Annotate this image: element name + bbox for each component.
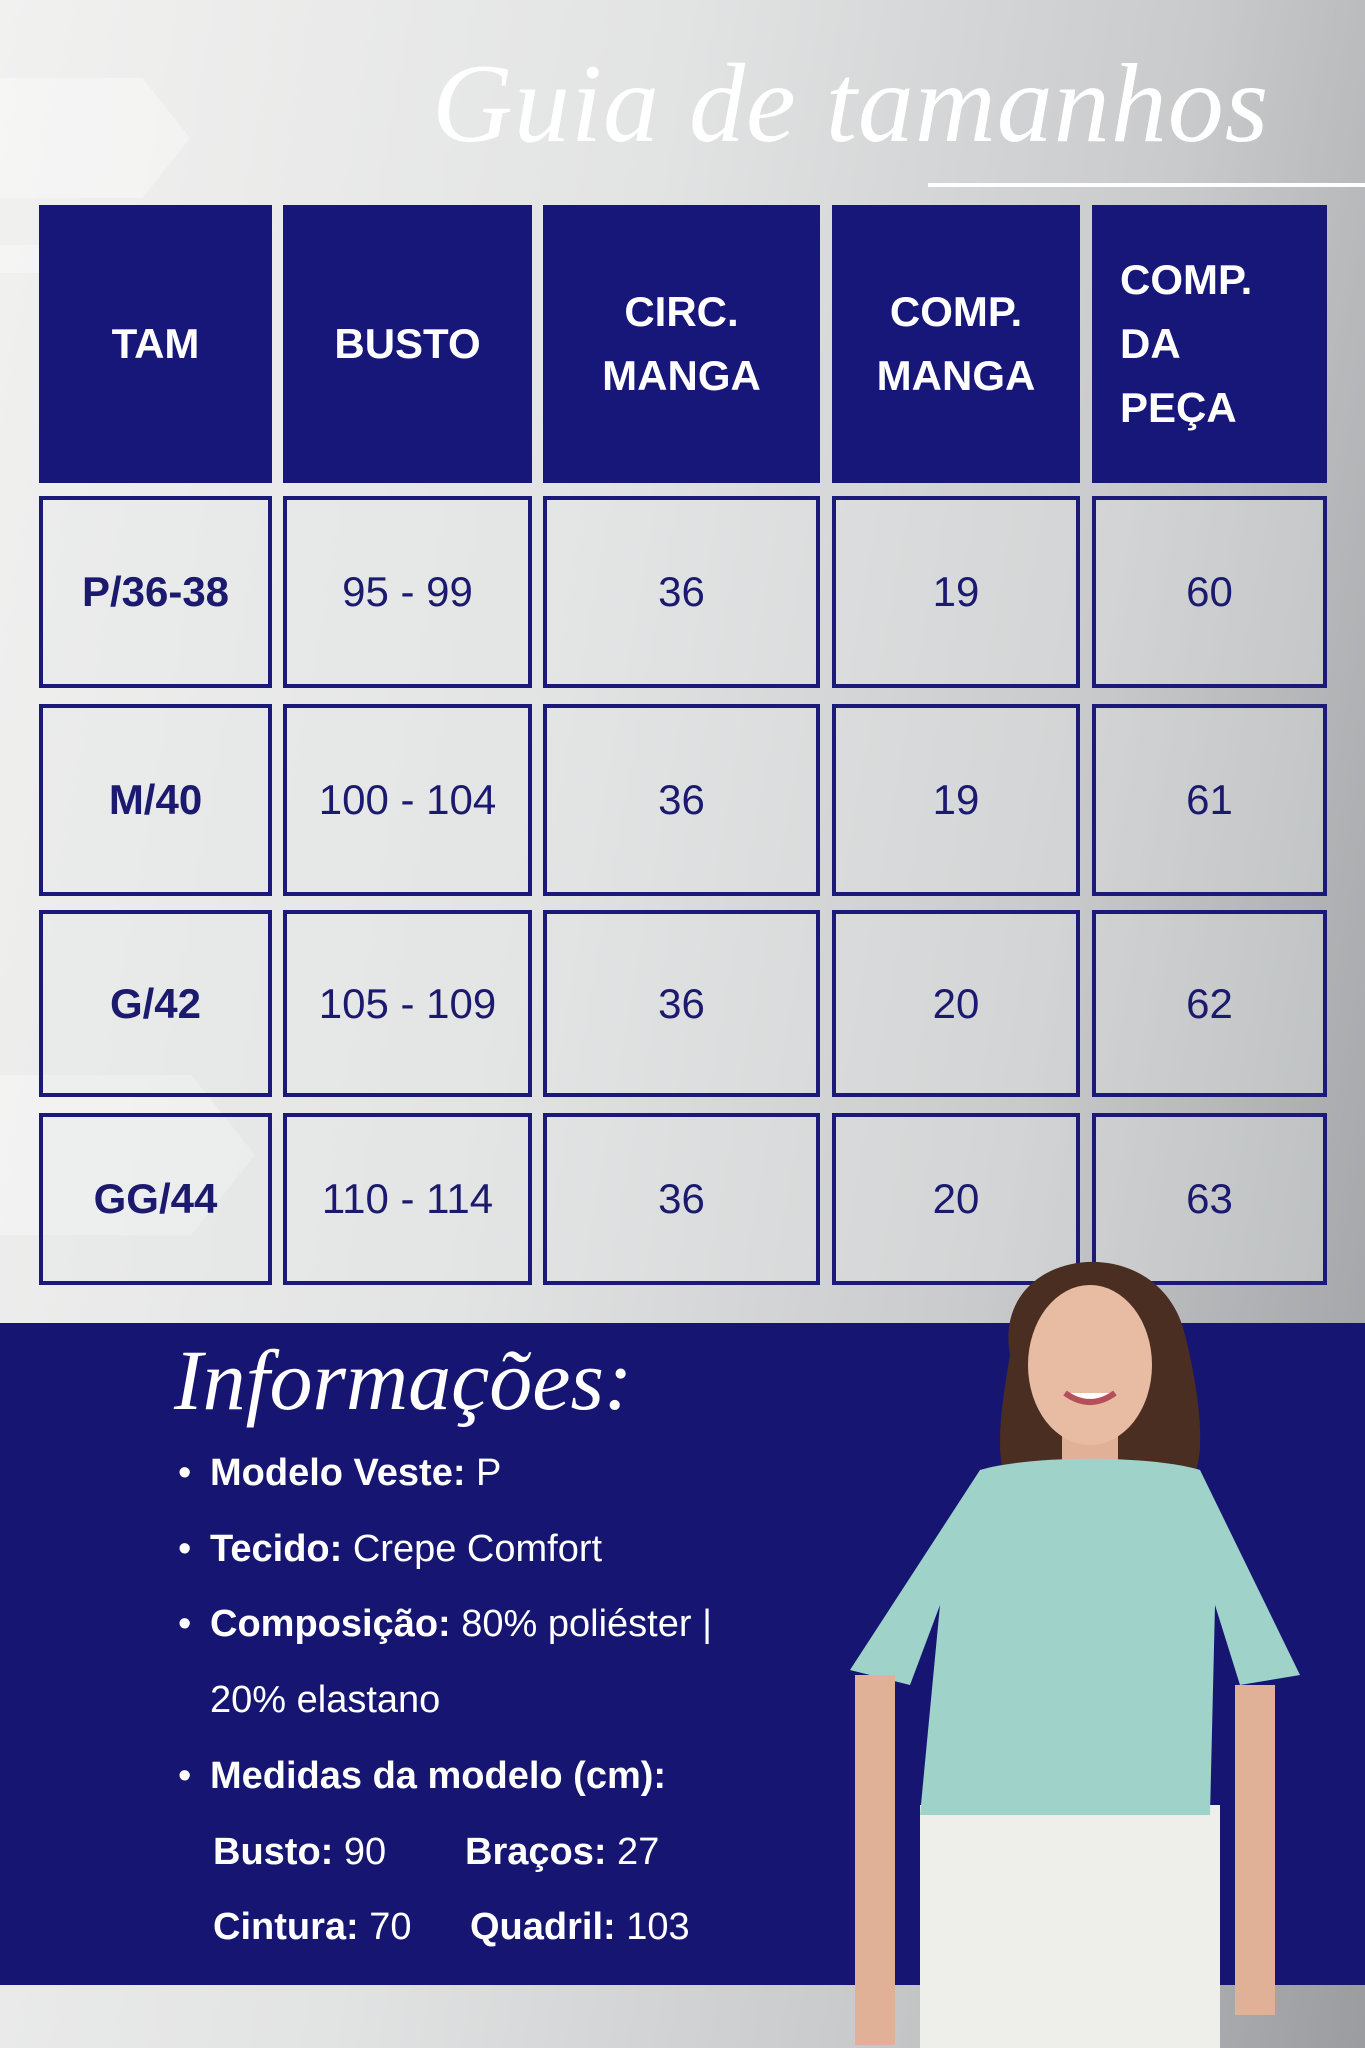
- measure-cell: 61: [1092, 704, 1327, 896]
- info-label: Medidas da modelo (cm):: [210, 1755, 667, 1797]
- header-cell: BUSTO: [283, 205, 532, 483]
- info-label: Cintura:: [213, 1906, 359, 1948]
- pants: [920, 1805, 1220, 2048]
- arm-right: [1235, 1685, 1275, 2015]
- page-title: Guia de tamanhos: [432, 42, 1270, 166]
- model-photo: [850, 1261, 1300, 2048]
- info-item-composicao: • Composição: 80% poliéster |: [178, 1603, 712, 1646]
- measure-cell: 95 - 99: [283, 496, 532, 688]
- measure-cell: 105 - 109: [283, 910, 532, 1097]
- measure-busto: Busto: 90: [213, 1831, 386, 1874]
- info-value: 80% poliéster |: [450, 1603, 712, 1645]
- measure-cell: 60: [1092, 496, 1327, 688]
- bullet: •: [178, 1603, 192, 1645]
- info-item-composicao-cont: 20% elastano: [210, 1679, 440, 1722]
- size-cell: P/36-38: [39, 496, 272, 688]
- measure-cell: 36: [543, 910, 820, 1097]
- info-label: Modelo Veste:: [210, 1452, 466, 1494]
- info-item-tecido: • Tecido: Crepe Comfort: [178, 1528, 603, 1571]
- measure-cell: 100 - 104: [283, 704, 532, 896]
- info-value: 70: [358, 1906, 412, 1948]
- face: [1028, 1285, 1152, 1445]
- info-label: Composição:: [210, 1603, 451, 1645]
- info-item-modelo: • Modelo Veste: P: [178, 1452, 502, 1495]
- measure-cell: 36: [543, 704, 820, 896]
- blouse: [850, 1458, 1300, 1815]
- size-cell: M/40: [39, 704, 272, 896]
- info-value: Crepe Comfort: [342, 1528, 603, 1570]
- info-title: Informações:: [174, 1332, 633, 1428]
- info-value: 103: [615, 1906, 690, 1948]
- measure-cell: 19: [832, 496, 1080, 688]
- header-cell: TAM: [39, 205, 272, 483]
- arm-left: [855, 1675, 895, 2045]
- header-cell: CIRC. MANGA: [543, 205, 820, 483]
- info-value: 90: [333, 1831, 387, 1873]
- measure-cell: 110 - 114: [283, 1113, 532, 1285]
- bullet: •: [178, 1755, 192, 1797]
- measure-cell: 36: [543, 1113, 820, 1285]
- background-shape: [0, 78, 190, 198]
- measure-cell: 19: [832, 704, 1080, 896]
- measure-cell: 20: [832, 1113, 1080, 1285]
- info-label: Tecido:: [210, 1528, 343, 1570]
- measure-cell: 20: [832, 910, 1080, 1097]
- header-cell: COMP. MANGA: [832, 205, 1080, 483]
- size-cell: G/42: [39, 910, 272, 1097]
- bullet: •: [178, 1452, 192, 1494]
- size-cell: GG/44: [39, 1113, 272, 1285]
- measure-cintura: Cintura: 70: [213, 1906, 411, 1949]
- bullet: •: [178, 1528, 192, 1570]
- smile: [1063, 1390, 1117, 1405]
- info-item-medidas: • Medidas da modelo (cm):: [178, 1755, 667, 1798]
- info-value: P: [465, 1452, 502, 1494]
- measure-cell: 62: [1092, 910, 1327, 1097]
- measure-cell: 36: [543, 496, 820, 688]
- measure-quadril: Quadril: 103: [470, 1906, 690, 1949]
- info-value: 27: [606, 1831, 660, 1873]
- info-label: Busto:: [213, 1831, 334, 1873]
- title-underline: [928, 183, 1365, 187]
- info-label: Quadril:: [470, 1906, 616, 1948]
- info-value: 20% elastano: [210, 1679, 441, 1721]
- info-label: Braços:: [465, 1831, 607, 1873]
- header-cell: COMP. DA PEÇA: [1092, 205, 1327, 483]
- measure-cell: 63: [1092, 1113, 1327, 1285]
- measure-bracos: Braços: 27: [465, 1831, 659, 1874]
